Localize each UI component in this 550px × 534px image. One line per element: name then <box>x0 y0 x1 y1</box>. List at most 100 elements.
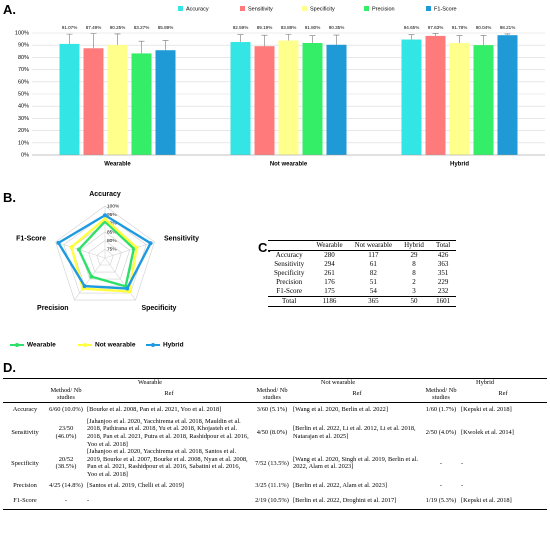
subheader-cell: Ref <box>291 386 423 403</box>
cell: 3 <box>412 287 416 295</box>
cell: 54 <box>369 287 377 295</box>
error-bar <box>333 34 340 45</box>
axis-label: Sensitivity <box>164 236 199 243</box>
cell: 232 <box>437 287 449 295</box>
cell: 29 <box>410 251 418 259</box>
radar-point <box>125 286 130 291</box>
error-bar <box>504 33 511 36</box>
ref-cell: [Wang et al. 2020, Berlin et al. 2022] <box>293 406 388 414</box>
cell: 261 <box>324 269 335 277</box>
y-tick-label: 80% <box>18 55 29 61</box>
radar-point <box>148 241 153 246</box>
table-d: Wearable Not wearable Hybrid Method/ Nb stu… <box>3 378 548 510</box>
error-bar <box>237 34 244 43</box>
row-label: Precision <box>13 482 37 490</box>
ref-cell: [Wang et al. 2020, Singh et al. 2019, Be… <box>293 455 418 471</box>
subheader-cell: Ref <box>459 386 548 403</box>
data-label: 97.63% <box>428 25 444 30</box>
cell: 8 <box>412 269 416 277</box>
method-cell: 23/50 (46.0%) <box>55 425 77 440</box>
y-tick-label: 10% <box>18 140 29 146</box>
data-label: 93.88% <box>281 25 297 30</box>
ref-cell: - <box>461 459 464 467</box>
data-label: 92.59% <box>233 25 249 30</box>
cell: 1601 <box>429 296 457 307</box>
legend-label: Wearable <box>27 342 56 349</box>
bar <box>497 35 518 155</box>
legend-marker <box>15 343 19 347</box>
data-label: 90.25% <box>110 25 126 30</box>
ref-cell: [Berlin et al. 2022, Alam et al. 2023] <box>293 482 388 490</box>
bar <box>254 46 275 155</box>
row-label: Specificity <box>274 269 305 277</box>
radar-point <box>89 274 94 279</box>
y-tick-label: 60% <box>18 79 29 85</box>
method-cell: - <box>64 497 68 505</box>
corner-cell <box>3 379 47 387</box>
row: Sensitivity 23/50 (46.0%) [Jahanjoo et al.… <box>3 418 547 448</box>
bar <box>131 53 152 155</box>
radar-point <box>127 289 132 294</box>
data-label: 90.35% <box>329 25 345 30</box>
bar <box>302 43 323 156</box>
x-tick-label: Wearable <box>104 162 131 168</box>
legend-label: Sensitivity <box>248 6 273 12</box>
row-label: Specificity <box>11 459 39 467</box>
cell: 61 <box>369 260 377 268</box>
cell: 365 <box>348 296 399 307</box>
row: Accuracy 280 117 29 426 <box>268 251 456 261</box>
method-cell: 6/60 (10.0%) <box>49 406 83 414</box>
bar <box>83 48 104 155</box>
cell: 175 <box>324 287 335 295</box>
bar <box>425 35 446 155</box>
radar-point <box>69 245 74 250</box>
legend-marker <box>83 343 87 347</box>
cell: 176 <box>324 278 335 286</box>
row: Accuracy 6/60 (10.0%) [Bourke et al. 2008,… <box>3 402 547 418</box>
radar-point <box>56 240 61 245</box>
row: Sensitivity 294 61 8 363 <box>268 260 456 269</box>
data-label: 94.65% <box>404 25 420 30</box>
error-bar <box>480 35 487 46</box>
header-cell: Hybrid <box>398 240 430 251</box>
row-label: Sensitivity <box>11 429 39 437</box>
legend-label: F1-Score <box>434 6 457 12</box>
ref-cell: [Kwolek et al. 2014] <box>461 429 514 437</box>
group-cell: Wearable <box>138 379 162 386</box>
row: Specificity 20/52 (38.5%) [Jahanjoo et al.… <box>3 448 547 478</box>
x-tick-label: Not wearable <box>270 162 308 168</box>
grid-ring <box>63 214 147 294</box>
method-cell: 1/60 (1.7%) <box>425 406 457 414</box>
corner-cell <box>3 386 47 403</box>
cell: 229 <box>437 278 449 286</box>
legend-label: Precision <box>372 6 395 12</box>
r-tick-label: 85% <box>107 229 117 235</box>
bar <box>473 45 494 155</box>
data-label: 85.89% <box>158 25 174 30</box>
axis-label: Accuracy <box>89 191 121 198</box>
ref-cell: - <box>461 482 464 490</box>
error-bar <box>162 40 169 51</box>
cell: 117 <box>368 251 379 259</box>
group-row: Wearable Not wearable Hybrid <box>3 379 547 387</box>
bar <box>155 50 176 155</box>
bar <box>401 39 422 155</box>
method-cell: 2/50 (4.0%) <box>425 429 457 437</box>
legend-label: Not wearable <box>95 342 136 349</box>
bar <box>449 43 470 156</box>
group-cell: Not wearable <box>320 379 356 386</box>
y-tick-label: 50% <box>18 91 29 97</box>
radar-line <box>77 219 136 288</box>
legend-swatch <box>426 6 431 11</box>
data-label: 87.49% <box>86 25 102 30</box>
bar <box>107 44 128 155</box>
radar-point <box>103 213 107 218</box>
data-label: 91.07% <box>62 25 78 30</box>
subheader-cell: Method/ Nb studies <box>423 386 459 403</box>
radar-line <box>56 213 153 290</box>
data-label: 83.27% <box>134 25 150 30</box>
bar <box>59 43 80 155</box>
grid-ring <box>96 248 114 266</box>
r-tick-label: 75% <box>107 247 117 253</box>
